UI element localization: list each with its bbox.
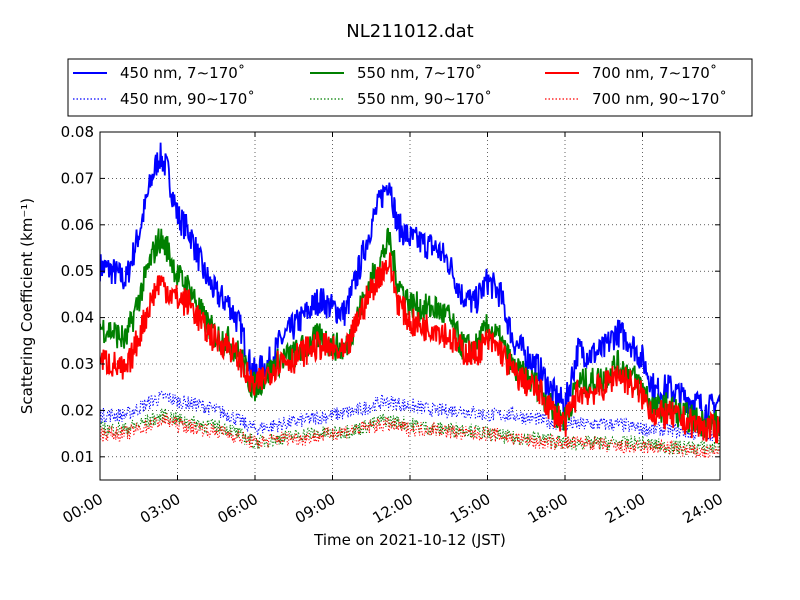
series-line-1: [100, 390, 720, 442]
legend-label: 550 nm, 90∼170˚: [357, 90, 492, 108]
legend-label: 700 nm, 90∼170˚: [592, 90, 727, 108]
series-line-4: [100, 252, 720, 444]
y-tick-label: 0.08: [61, 123, 94, 141]
y-tick-label: 0.06: [61, 216, 94, 234]
y-tick-label: 0.04: [61, 309, 94, 327]
y-tick-label: 0.02: [61, 401, 94, 419]
series-line-3: [100, 406, 720, 455]
legend-label: 700 nm, 7∼170˚: [592, 64, 717, 82]
legend: 450 nm, 7∼170˚ 550 nm, 7∼170˚ 700 nm, 7∼17…: [67, 58, 753, 117]
y-tick-label: 0.03: [61, 355, 94, 373]
y-axis-label: Scattering Coefficient (km⁻¹): [18, 198, 36, 414]
legend-label: 450 nm, 90∼170˚: [120, 90, 255, 108]
legend-box: [67, 58, 753, 117]
series-line-0: [100, 142, 720, 429]
y-tick-label: 0.07: [61, 169, 94, 187]
series-layer: [100, 142, 720, 460]
legend-label: 450 nm, 7∼170˚: [120, 64, 245, 82]
y-tick-label: 0.05: [61, 262, 94, 280]
chart-title: NL211012.dat: [346, 21, 473, 42]
legend-label: 550 nm, 7∼170˚: [357, 64, 482, 82]
y-tick-label: 0.01: [61, 448, 94, 466]
x-axis-label: Time on 2021-10-12 (JST): [313, 531, 506, 549]
